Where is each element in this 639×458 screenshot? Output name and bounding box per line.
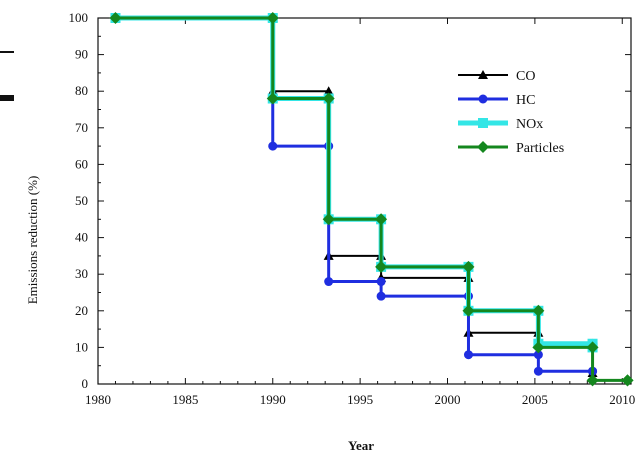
data-point-hc [324, 277, 334, 287]
y-tick-label: 100 [69, 10, 89, 25]
legend-item-co: CO [458, 69, 535, 84]
x-tick-label: 2005 [522, 392, 548, 407]
legend-marker-particles [477, 141, 489, 153]
data-point-hc [533, 366, 543, 376]
legend-label-nox: NOx [516, 117, 543, 132]
series-particles [109, 12, 634, 387]
x-tick-label: 2000 [435, 392, 461, 407]
x-tick-label: 1985 [172, 392, 198, 407]
y-tick-label: 80 [75, 83, 88, 98]
series-nox [110, 13, 598, 353]
data-point-particles [532, 341, 545, 354]
data-point-particles [462, 260, 475, 273]
data-point-hc [533, 350, 543, 360]
legend-marker-hc [478, 94, 488, 104]
data-point-particles [586, 341, 599, 354]
data-point-particles [375, 213, 388, 226]
series-line-nox [115, 15, 596, 348]
data-point-particles [109, 12, 122, 24]
series-hc [110, 13, 598, 376]
y-tick-label: 70 [75, 120, 88, 135]
y-tick-label: 90 [75, 47, 88, 62]
left-edge-fragment-bottom [0, 95, 14, 101]
legend-marker-nox [478, 118, 488, 128]
y-tick-label: 60 [75, 156, 88, 171]
data-point-co [323, 86, 334, 96]
data-point-particles [322, 92, 335, 105]
data-point-particles [532, 304, 545, 317]
legend-item-nox: NOx [458, 117, 543, 132]
x-tick-label: 1995 [347, 392, 373, 407]
data-point-particles [266, 12, 279, 24]
series-line-particles [115, 16, 628, 382]
data-point-particles [322, 213, 335, 226]
data-point-particles [586, 374, 599, 387]
data-point-hc [376, 277, 386, 287]
x-tick-label: 1980 [85, 392, 111, 407]
y-axis: 0 10 20 30 40 50 60 70 80 90 100 [69, 10, 631, 391]
y-tick-label: 10 [75, 339, 88, 354]
y-tick-label: 0 [82, 376, 89, 391]
y-tick-label: 40 [75, 230, 88, 245]
y-axis-label: Emissions reduction (%) [25, 176, 40, 305]
legend: CO HC NOx Particles [458, 69, 564, 156]
series-co [110, 13, 598, 378]
legend-label-co: CO [516, 69, 535, 84]
legend-item-particles: Particles [458, 141, 564, 156]
legend-label-particles: Particles [516, 141, 564, 156]
data-point-hc [463, 350, 473, 360]
x-tick-label: 2010 [609, 392, 635, 407]
y-tick-label: 50 [75, 193, 88, 208]
data-point-hc [268, 141, 278, 151]
data-point-hc [376, 291, 386, 301]
y-tick-label: 20 [75, 303, 88, 318]
x-tick-label: 1990 [260, 392, 286, 407]
y-tick-label: 30 [75, 266, 88, 281]
series-layer [109, 12, 634, 387]
plot-area-frame [97, 17, 632, 385]
legend-marker-co [478, 70, 488, 79]
data-point-particles [462, 304, 475, 317]
x-axis: 1980 1985 1990 1995 2000 2005 2010 [85, 18, 635, 407]
legend-item-hc: HC [458, 93, 535, 108]
x-axis-label: Year [348, 438, 374, 453]
legend-label-hc: HC [516, 93, 535, 108]
left-edge-fragment-top [0, 51, 14, 53]
data-point-particles [621, 374, 634, 387]
data-point-particles [266, 92, 279, 105]
data-point-particles [375, 260, 388, 273]
